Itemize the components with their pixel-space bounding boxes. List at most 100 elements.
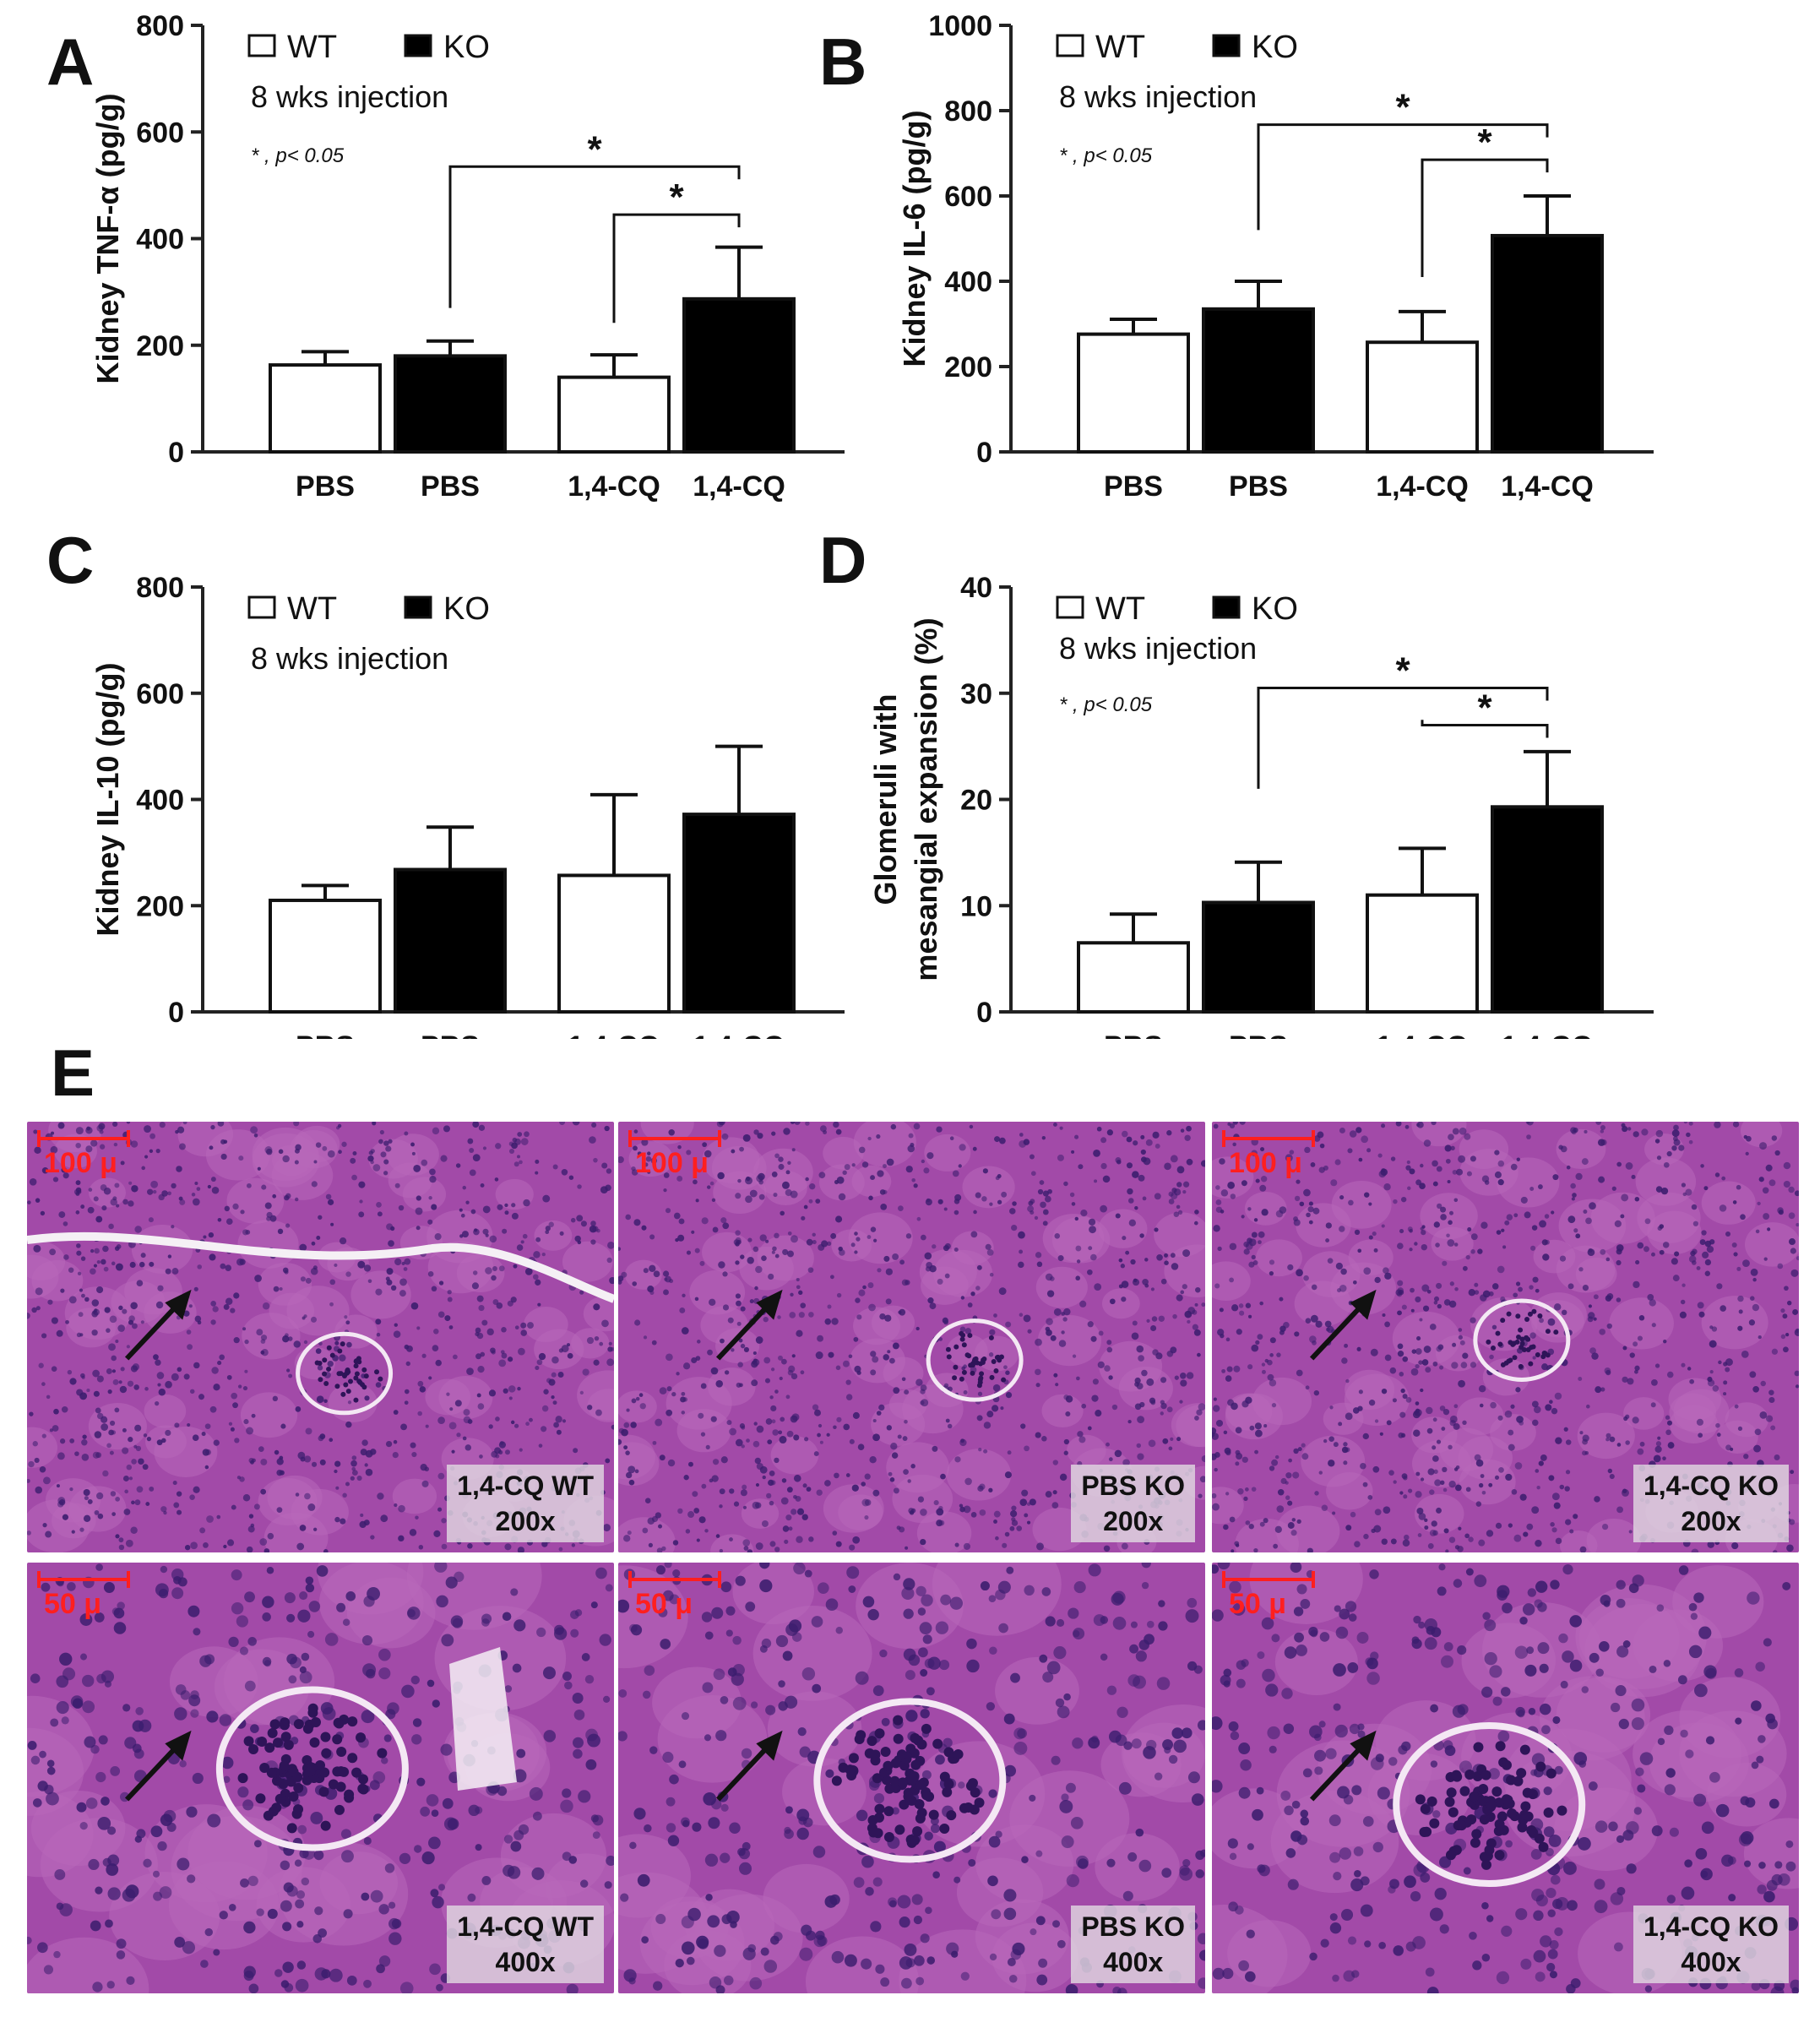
y-tick-label-b: 600: [944, 181, 992, 213]
annotation-d: 8 wks injection: [1059, 631, 1257, 666]
significance-bracket-d: [1257, 686, 1549, 789]
legend-swatch-wt-b: [1056, 34, 1084, 57]
panel-label-e: E: [51, 1036, 95, 1110]
bar-d-2: [1202, 900, 1315, 1014]
bar-d-1: [1077, 941, 1190, 1014]
x-tick-label-c: 1,4-CQ: [568, 1030, 660, 1039]
bar-c-1: [269, 898, 382, 1014]
bar-c-2: [394, 867, 507, 1014]
scale-bar-label: 100 μ: [1229, 1147, 1302, 1179]
significance-star-a: *: [669, 177, 684, 218]
legend-swatch-ko-c: [404, 595, 432, 619]
panel-label-b: B: [819, 24, 867, 99]
bar-c-3: [557, 873, 671, 1014]
tissue-texture: [618, 1563, 1205, 1993]
tissue-texture: [27, 1563, 614, 1993]
significance-bracket-b: [1257, 123, 1549, 231]
micrograph-tile: 100 μ 1,4-CQ KO 200x: [1212, 1122, 1799, 1552]
annotation-b: 8 wks injection: [1059, 79, 1257, 114]
caption-magnification: 200x: [1103, 1506, 1164, 1536]
annotation-a: 8 wks injection: [251, 79, 448, 114]
legend-swatch-ko-d: [1212, 595, 1241, 619]
caption-magnification: 200x: [1681, 1506, 1741, 1536]
legend-label-wt-d: WT: [1095, 591, 1145, 627]
y-tick-label-d: 40: [960, 572, 992, 604]
x-tick-label-c: PBS: [421, 1030, 480, 1039]
caption-magnification: 200x: [495, 1506, 556, 1536]
y-axis-label-b: Kidney IL-6 (pg/g): [897, 111, 932, 367]
bar-c-4: [682, 813, 796, 1014]
scale-bar: [628, 1130, 721, 1147]
bar-b-4: [1491, 233, 1604, 454]
y-tick-label-b: 400: [944, 266, 992, 298]
x-tick-label-a: PBS: [421, 470, 480, 503]
legend-label-ko-a: KO: [443, 30, 490, 65]
x-tick-label-d: 1,4-CQ: [1501, 1030, 1594, 1039]
x-tick-label-b: 1,4-CQ: [1376, 470, 1469, 503]
scale-bar: [37, 1130, 130, 1147]
caption-group: 1,4-CQ KO: [1643, 1911, 1779, 1942]
significance-note-a: * , p< 0.05: [251, 144, 345, 167]
y-tick-label-a: 600: [136, 117, 184, 149]
y-tick-label-b: 800: [944, 95, 992, 128]
significance-bracket-a: [612, 213, 741, 323]
caption-group: PBS KO: [1081, 1471, 1185, 1501]
y-tick-label-a: 800: [136, 10, 184, 42]
y-tick-label-d: 0: [976, 997, 992, 1029]
legend-label-wt-c: WT: [287, 591, 337, 627]
scale-bar-label: 100 μ: [635, 1147, 709, 1179]
micrograph-caption: 1,4-CQ WT 400x: [447, 1906, 604, 1983]
bar-b-1: [1077, 332, 1190, 454]
caption-magnification: 400x: [1103, 1947, 1164, 1977]
caption-group: 1,4-CQ WT: [457, 1911, 594, 1942]
micrograph-tile: 50 μ 1,4-CQ WT 400x: [27, 1563, 614, 1993]
x-tick-label-d: PBS: [1104, 1030, 1163, 1039]
y-tick-label-d: 10: [960, 890, 992, 922]
legend-swatch-wt-d: [1056, 595, 1084, 619]
legend-swatch-wt-a: [247, 34, 276, 57]
bar-d-3: [1366, 893, 1479, 1014]
scale-bar-label: 100 μ: [44, 1147, 117, 1179]
x-tick-label-c: 1,4-CQ: [693, 1030, 785, 1039]
x-tick-label-a: 1,4-CQ: [568, 470, 660, 503]
significance-bracket-b: [1421, 158, 1549, 277]
significance-star-d: *: [1477, 687, 1492, 728]
significance-star-b: *: [1477, 122, 1492, 163]
scale-bar: [628, 1571, 721, 1588]
y-tick-label-b: 1000: [928, 10, 992, 42]
scale-bar: [1222, 1130, 1315, 1147]
significance-note-b: * , p< 0.05: [1059, 144, 1153, 167]
significance-star-a: *: [587, 128, 602, 170]
micrograph-tile: 50 μ 1,4-CQ KO 400x: [1212, 1563, 1799, 1993]
x-tick-label-b: PBS: [1229, 470, 1288, 503]
bar-a-2: [394, 354, 507, 454]
y-tick-label-c: 200: [136, 890, 184, 922]
scale-bar-label: 50 μ: [44, 1588, 102, 1620]
y-axis-label-c: Kidney IL-10 (pg/g): [90, 663, 125, 937]
significance-star-d: *: [1395, 650, 1410, 691]
tissue-texture: [1212, 1122, 1799, 1552]
significance-bracket-a: [448, 165, 741, 308]
significance-bracket-d: [1421, 720, 1549, 738]
micrograph-caption: 1,4-CQ KO 400x: [1633, 1906, 1789, 1983]
y-axis-label-d: Glomeruli with: [868, 693, 903, 905]
scale-bar-label: 50 μ: [635, 1588, 693, 1620]
y-tick-label-c: 0: [168, 997, 184, 1029]
bar-a-4: [682, 296, 796, 454]
annotation-c: 8 wks injection: [251, 641, 448, 676]
y-tick-label-b: 200: [944, 351, 992, 383]
panel-label-c: C: [46, 523, 94, 597]
x-tick-label-d: PBS: [1229, 1030, 1288, 1039]
y-axis-label-d: mesangial expansion (%): [909, 617, 943, 981]
legend-swatch-ko-a: [404, 34, 432, 57]
y-tick-label-d: 30: [960, 678, 992, 710]
bar-a-1: [269, 363, 382, 454]
legend-label-wt-a: WT: [287, 30, 337, 65]
y-tick-label-a: 0: [168, 437, 184, 469]
legend-label-ko-d: KO: [1252, 591, 1298, 627]
caption-magnification: 400x: [495, 1947, 556, 1977]
legend-swatch-wt-c: [247, 595, 276, 619]
micrograph-caption: 1,4-CQ KO 200x: [1633, 1465, 1789, 1542]
legend-label-ko-c: KO: [443, 591, 490, 627]
x-tick-label-d: 1,4-CQ: [1376, 1030, 1469, 1039]
